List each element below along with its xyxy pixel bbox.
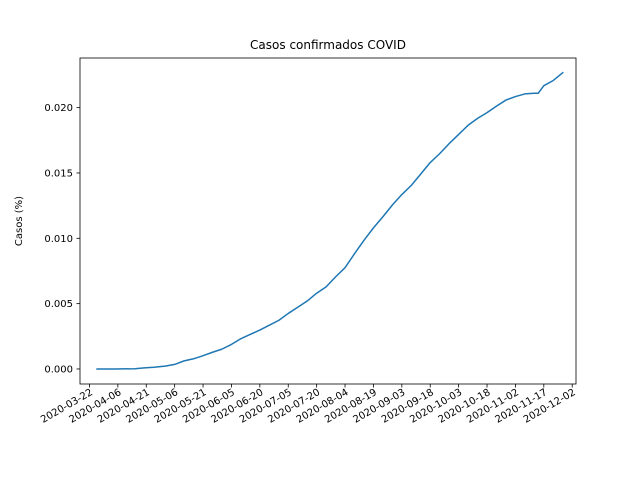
y-tick-label: 0.005 [44, 299, 73, 310]
y-tick-label: 0.020 [44, 103, 73, 114]
plot-frame [79, 57, 577, 385]
series-line [96, 71, 564, 370]
y-tick-label: 0.000 [44, 364, 73, 375]
y-tick-label: 0.010 [44, 234, 73, 245]
y-axis-ticks: 0.000 0.005 0.010 0.015 0.020 [44, 103, 80, 375]
chart-title: Casos confirmados COVID [250, 38, 406, 52]
y-tick-label: 0.015 [44, 168, 73, 179]
y-axis-label: Casos (%) [14, 196, 25, 246]
